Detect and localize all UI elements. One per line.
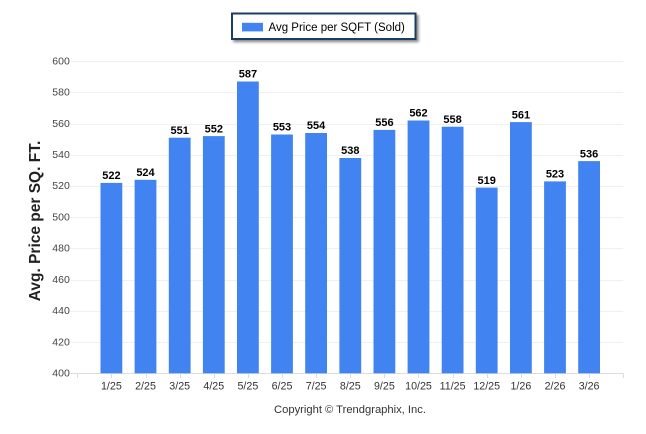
svg-text:Avg Price per SQFT (Sold): Avg Price per SQFT (Sold): [269, 22, 406, 34]
svg-text:3/25: 3/25: [169, 381, 190, 393]
svg-text:554: 554: [307, 120, 326, 132]
svg-text:9/25: 9/25: [374, 381, 395, 393]
svg-text:551: 551: [171, 125, 189, 137]
svg-text:12/25: 12/25: [473, 381, 500, 393]
svg-text:1/26: 1/26: [510, 381, 531, 393]
svg-text:8/25: 8/25: [340, 381, 361, 393]
svg-text:524: 524: [136, 167, 155, 179]
svg-text:538: 538: [341, 145, 359, 157]
svg-text:580: 580: [52, 87, 70, 99]
svg-text:11/25: 11/25: [440, 381, 466, 393]
svg-text:562: 562: [409, 108, 427, 120]
svg-text:500: 500: [52, 211, 70, 223]
svg-text:536: 536: [580, 148, 598, 160]
svg-text:558: 558: [443, 114, 461, 126]
svg-text:520: 520: [52, 180, 70, 192]
svg-text:5/25: 5/25: [237, 381, 258, 393]
svg-text:560: 560: [52, 118, 70, 130]
svg-text:420: 420: [52, 336, 70, 348]
svg-text:6/25: 6/25: [272, 381, 293, 393]
svg-text:480: 480: [52, 243, 70, 255]
svg-text:553: 553: [273, 122, 291, 134]
svg-text:523: 523: [546, 169, 564, 181]
svg-text:4/25: 4/25: [203, 381, 224, 393]
svg-text:10/25: 10/25: [405, 381, 432, 393]
svg-text:7/25: 7/25: [306, 381, 327, 393]
svg-text:522: 522: [102, 170, 120, 182]
svg-text:561: 561: [512, 109, 530, 121]
svg-text:2/26: 2/26: [545, 381, 566, 393]
svg-text:556: 556: [375, 117, 393, 129]
svg-text:519: 519: [478, 175, 496, 187]
svg-text:2/25: 2/25: [135, 381, 156, 393]
svg-text:552: 552: [205, 123, 223, 135]
svg-text:400: 400: [52, 368, 70, 380]
svg-text:587: 587: [239, 69, 257, 81]
svg-text:Avg. Price per SQ. FT.: Avg. Price per SQ. FT.: [27, 141, 44, 302]
svg-text:600: 600: [52, 55, 70, 67]
svg-text:440: 440: [52, 305, 70, 317]
svg-text:1/25: 1/25: [101, 381, 122, 393]
svg-text:460: 460: [52, 274, 70, 286]
svg-text:540: 540: [52, 149, 70, 161]
svg-text:Copyright © Trendgraphix, Inc.: Copyright © Trendgraphix, Inc.: [274, 404, 426, 416]
svg-text:3/26: 3/26: [579, 381, 600, 393]
